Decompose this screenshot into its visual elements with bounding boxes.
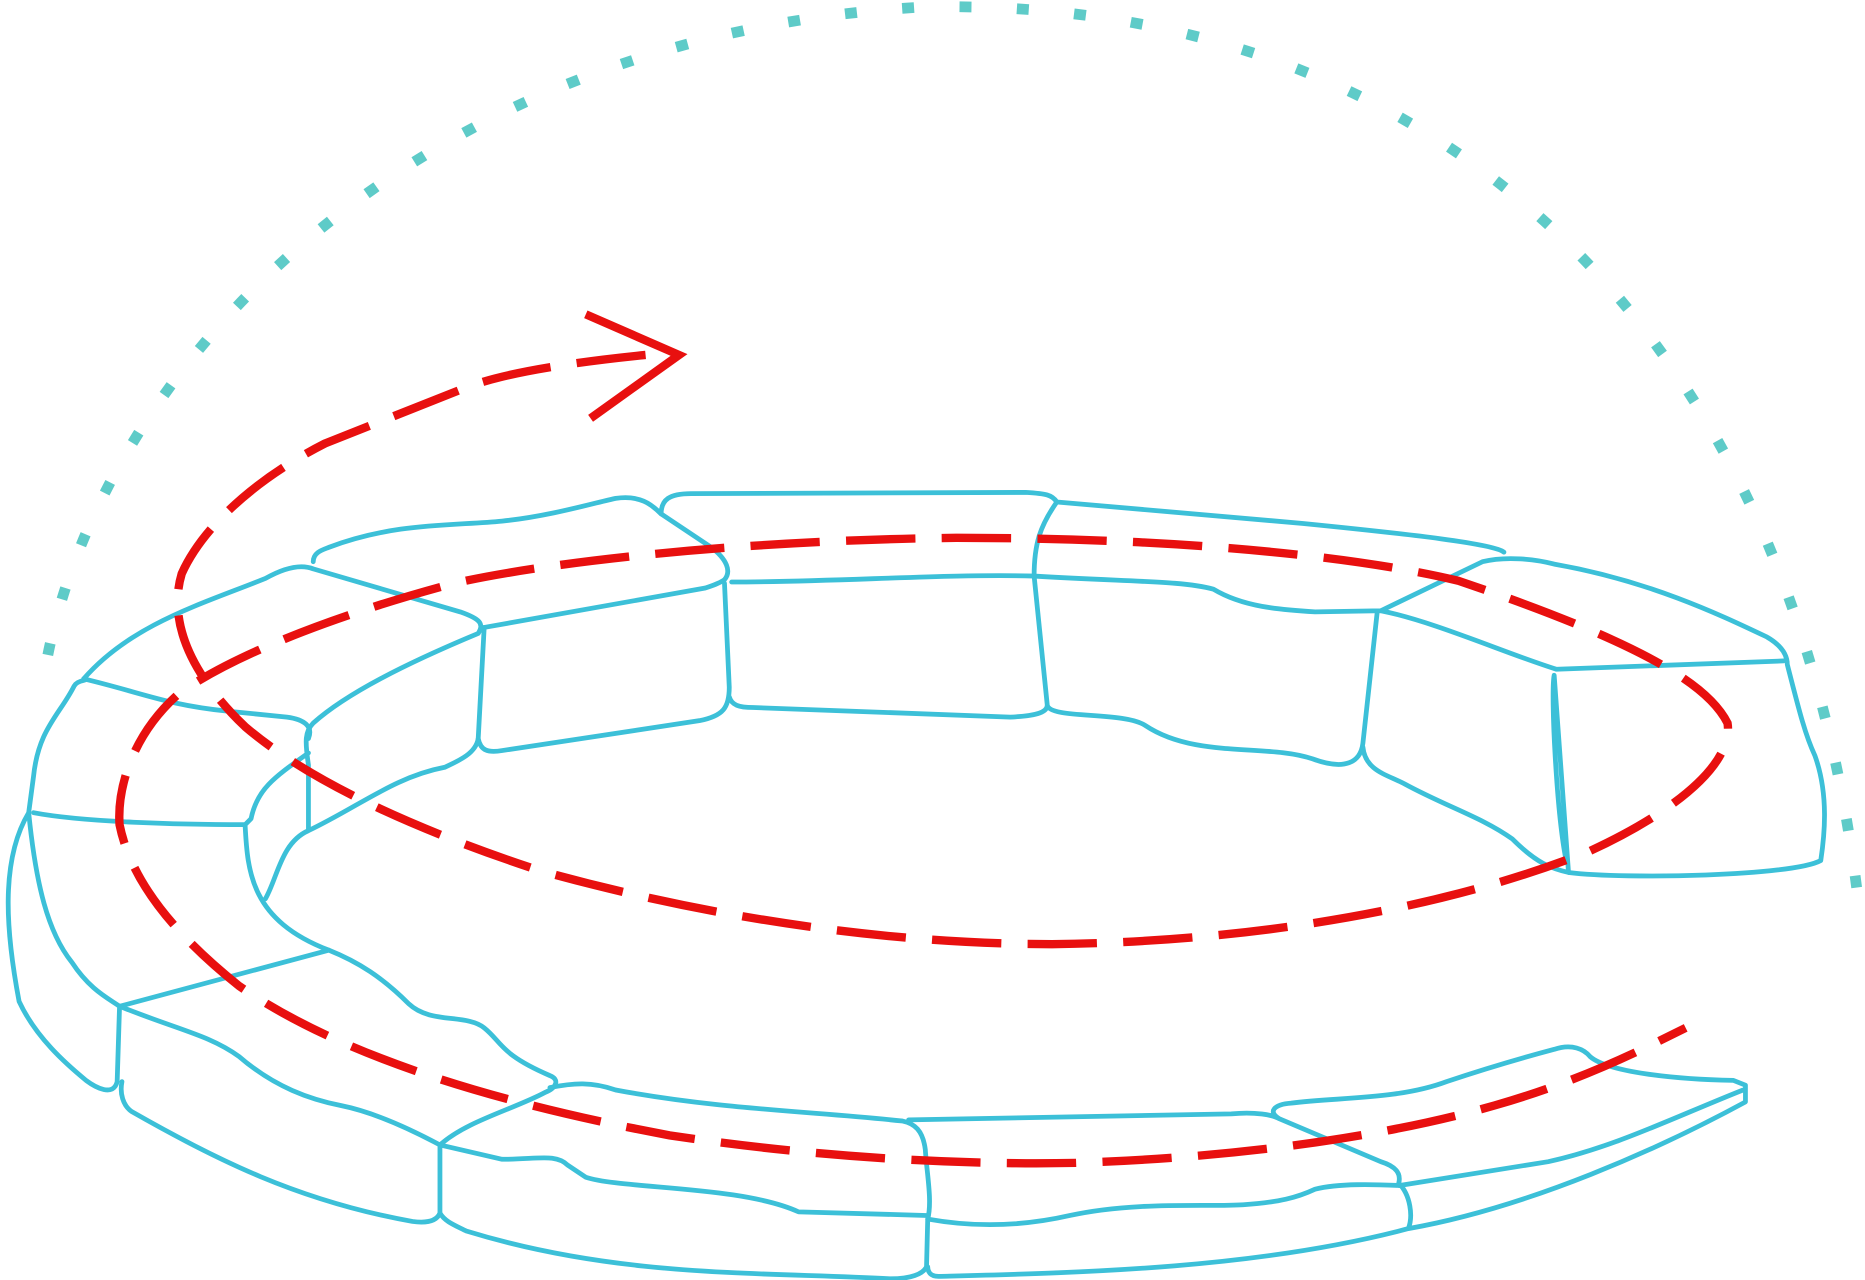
ring-inner-rim (1031, 499, 1787, 672)
ring-right-lower-band (906, 1044, 1748, 1279)
ring-top-inner-bottom (475, 573, 1571, 875)
ring-left-upper-wall (31, 564, 484, 902)
ring-left-outer-wall (5, 676, 332, 1093)
ring-top-outer-edge (310, 490, 1507, 565)
ring-top-inner-edge (481, 511, 1827, 879)
arrowhead-icon (584, 310, 688, 422)
ring-lower-band (117, 947, 932, 1280)
rotation-spiral-arrow (115, 310, 1733, 1168)
spiral-dashed-path (115, 350, 1733, 1168)
